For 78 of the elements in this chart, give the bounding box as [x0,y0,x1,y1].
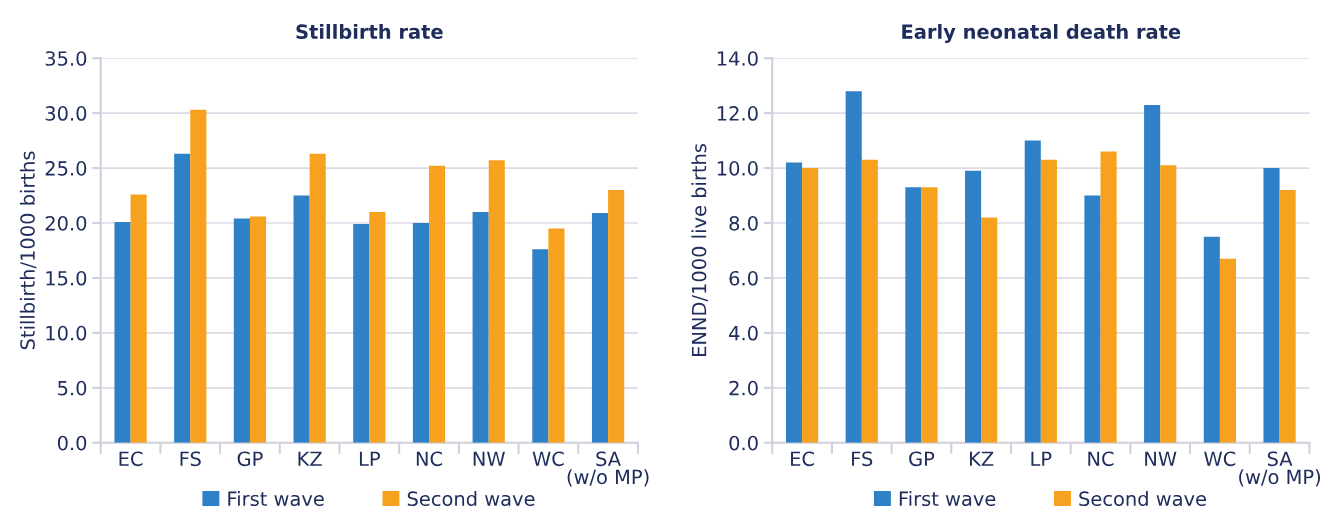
x-tick-label: KZ [298,451,322,466]
bar [293,195,310,443]
bar [353,224,370,443]
bar [472,212,489,443]
y-axis-title: Stillbirth/1000 births [19,151,37,350]
bar [785,162,803,443]
x-tick-label: NW [1145,451,1177,466]
y-tick-label: 12.0 [717,106,758,121]
bar [429,165,446,443]
legend-label: Second wave [407,491,535,506]
x-tick-label: SA (w/o MP) [1239,451,1321,487]
bar [1263,168,1280,443]
bar [591,213,609,443]
x-tick-label: NC [1088,451,1114,467]
bar [981,217,998,443]
x-tick-label: GP [909,451,935,467]
x-tick-label: SA (w/o MP) [567,451,649,487]
x-tick-label: FS [852,451,873,467]
bar [532,249,549,443]
y-tick-label: 0.0 [57,435,87,451]
x-tick-label: WC [532,451,564,467]
legend-label: First wave [228,491,324,506]
bar [1160,165,1177,443]
y-tick-label: 15.0 [46,270,87,286]
bar [488,160,505,443]
y-tick-label: 10.0 [717,161,758,176]
y-tick-label: 30.0 [45,106,87,121]
bar [130,194,147,443]
x-tick-label: EC [119,451,143,467]
bar [249,216,267,443]
y-tick-label: 25.0 [45,161,87,176]
bar [369,212,386,443]
y-tick-label: 10.0 [46,325,87,341]
x-tick-label: NW [473,451,505,466]
bar [1144,104,1161,443]
x-tick-label: WC [1204,451,1236,467]
y-axis-title: ENND/1000 live births [691,144,708,356]
bar [548,228,565,443]
bar [190,109,207,443]
bar [845,91,862,443]
x-tick-label: FS [180,451,201,467]
y-tick-label: 8.0 [729,215,758,231]
x-tick-label: GP [237,451,263,467]
x-tick-label: LP [1031,451,1052,466]
y-tick-label: 2.0 [729,380,758,396]
bar [861,159,878,443]
bar [1040,159,1057,443]
bar [802,168,819,443]
bar [905,187,922,443]
y-tick-label: 5.0 [58,380,87,396]
y-tick-label: 6.0 [729,270,758,286]
bar [1024,140,1041,443]
x-tick-label: KZ [970,451,994,466]
bar [1100,151,1117,443]
bar [1279,190,1296,443]
chart-title: Early neonatal death rate [902,23,1181,43]
y-tick-label: 0.0 [729,435,758,451]
legend-label: First wave [899,491,996,506]
bar [1084,195,1101,443]
bar [1219,258,1237,443]
x-tick-label: EC [791,451,814,467]
y-tick-label: 4.0 [729,325,758,341]
bar [412,223,430,443]
y-tick-label: 20.0 [45,215,87,231]
bar [921,187,938,443]
bar [965,170,982,443]
bar [174,153,191,443]
bar [608,190,625,443]
bar [233,218,250,443]
bar [1203,236,1220,443]
bar [114,221,131,443]
y-tick-label: 14.0 [717,51,758,66]
legend-label: Second wave [1079,491,1206,506]
chart-title: Stillbirth rate [296,23,443,40]
bar [309,153,326,443]
y-tick-label: 35.0 [45,51,87,66]
x-tick-label: NC [416,451,443,467]
x-tick-label: LP [359,451,380,466]
